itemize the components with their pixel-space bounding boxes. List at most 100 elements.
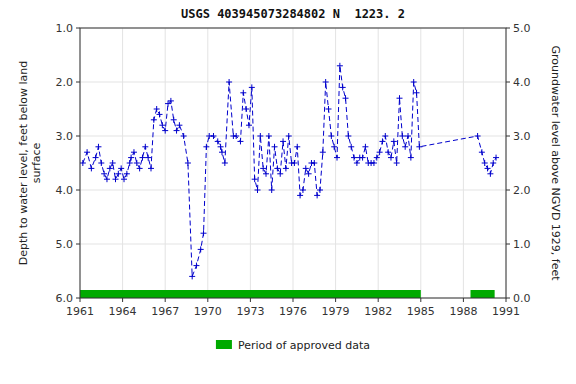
marker bbox=[490, 160, 496, 166]
y-tick bbox=[76, 28, 80, 29]
y-tick bbox=[76, 136, 80, 137]
y2-axis-label: Groundwater level above NGVD 1929, feet bbox=[549, 45, 562, 281]
x-tick bbox=[293, 298, 294, 302]
marker bbox=[174, 128, 180, 134]
y-axis-label-line: Depth to water level, feet below land bbox=[17, 61, 30, 266]
x-tick-label: 1970 bbox=[194, 305, 222, 318]
grid-line-x bbox=[250, 28, 251, 298]
marker bbox=[331, 144, 337, 150]
marker bbox=[252, 176, 258, 182]
y-tick bbox=[76, 82, 80, 83]
y2-tick-label: 3.0 bbox=[513, 130, 531, 143]
marker bbox=[487, 171, 493, 177]
marker bbox=[379, 138, 385, 144]
marker bbox=[394, 160, 400, 166]
y2-tick bbox=[506, 190, 510, 191]
x-tick-label: 1967 bbox=[151, 305, 179, 318]
y-tick-label: 4.0 bbox=[56, 184, 74, 197]
marker bbox=[317, 187, 323, 193]
marker bbox=[320, 149, 326, 155]
marker bbox=[226, 79, 232, 85]
marker bbox=[343, 95, 349, 101]
marker bbox=[385, 149, 391, 155]
marker bbox=[300, 187, 306, 193]
marker bbox=[274, 165, 280, 171]
legend: Period of approved data bbox=[216, 339, 370, 352]
marker bbox=[219, 149, 225, 155]
marker bbox=[210, 133, 216, 139]
marker bbox=[189, 273, 195, 279]
marker bbox=[314, 192, 320, 198]
x-tick bbox=[207, 298, 208, 302]
x-tick-label: 1964 bbox=[109, 305, 137, 318]
marker bbox=[115, 171, 121, 177]
grid-line-x bbox=[122, 28, 123, 298]
marker bbox=[168, 98, 174, 104]
marker bbox=[159, 122, 165, 128]
title: USGS 403945073284802 N 1223. 2 bbox=[181, 7, 405, 21]
marker bbox=[151, 117, 157, 123]
marker bbox=[113, 176, 119, 182]
chart: 1961196419671970197319761979198219851988… bbox=[0, 0, 576, 384]
marker bbox=[479, 149, 485, 155]
marker bbox=[280, 138, 286, 144]
x-tick-label: 1982 bbox=[364, 305, 392, 318]
marker bbox=[104, 176, 110, 182]
marks bbox=[80, 63, 499, 298]
x-tick bbox=[165, 298, 166, 302]
y2-tick-label: 4.0 bbox=[513, 76, 531, 89]
background bbox=[0, 0, 576, 384]
x-tick-label: 1991 bbox=[492, 305, 520, 318]
marker bbox=[101, 171, 107, 177]
marker bbox=[80, 160, 86, 166]
y2-tick bbox=[506, 136, 510, 137]
x-tick bbox=[122, 298, 123, 302]
marker bbox=[203, 144, 209, 150]
marker bbox=[306, 171, 312, 177]
marker bbox=[260, 165, 266, 171]
marker bbox=[139, 155, 145, 161]
axes: 1961196419671970197319761979198219851988… bbox=[56, 22, 531, 318]
marker bbox=[88, 165, 94, 171]
marker bbox=[397, 95, 403, 101]
marker bbox=[297, 192, 303, 198]
y-tick bbox=[76, 298, 80, 299]
x-tick bbox=[80, 298, 81, 302]
marker bbox=[243, 106, 249, 112]
y-tick-label: 3.0 bbox=[56, 130, 74, 143]
marker bbox=[93, 155, 99, 161]
marker bbox=[237, 138, 243, 144]
marker bbox=[348, 144, 354, 150]
grid bbox=[80, 28, 506, 298]
marker bbox=[475, 133, 481, 139]
grid-line-x bbox=[420, 28, 421, 298]
marker bbox=[233, 133, 239, 139]
marker bbox=[165, 101, 171, 107]
marker bbox=[137, 165, 143, 171]
marker bbox=[134, 160, 140, 166]
marker bbox=[493, 155, 499, 161]
marker bbox=[118, 165, 124, 171]
legend-swatch bbox=[216, 340, 232, 349]
marker bbox=[294, 144, 300, 150]
approved-period-bar bbox=[471, 290, 495, 298]
marker bbox=[171, 117, 177, 123]
marker bbox=[402, 144, 408, 150]
grid-line-y bbox=[80, 190, 506, 191]
marker bbox=[323, 79, 329, 85]
marker bbox=[249, 84, 255, 90]
marker bbox=[311, 160, 317, 166]
marker bbox=[334, 155, 340, 161]
marker bbox=[286, 133, 292, 139]
marker bbox=[128, 155, 134, 161]
marker bbox=[110, 160, 116, 166]
marker bbox=[408, 155, 414, 161]
marker bbox=[98, 160, 104, 166]
grid-line-y bbox=[80, 244, 506, 245]
marker bbox=[257, 133, 263, 139]
marker bbox=[127, 160, 133, 166]
marker bbox=[162, 128, 168, 134]
y-axis-label-line: surface bbox=[30, 142, 43, 183]
y2-tick bbox=[506, 28, 510, 29]
grid-line-y bbox=[80, 82, 506, 83]
